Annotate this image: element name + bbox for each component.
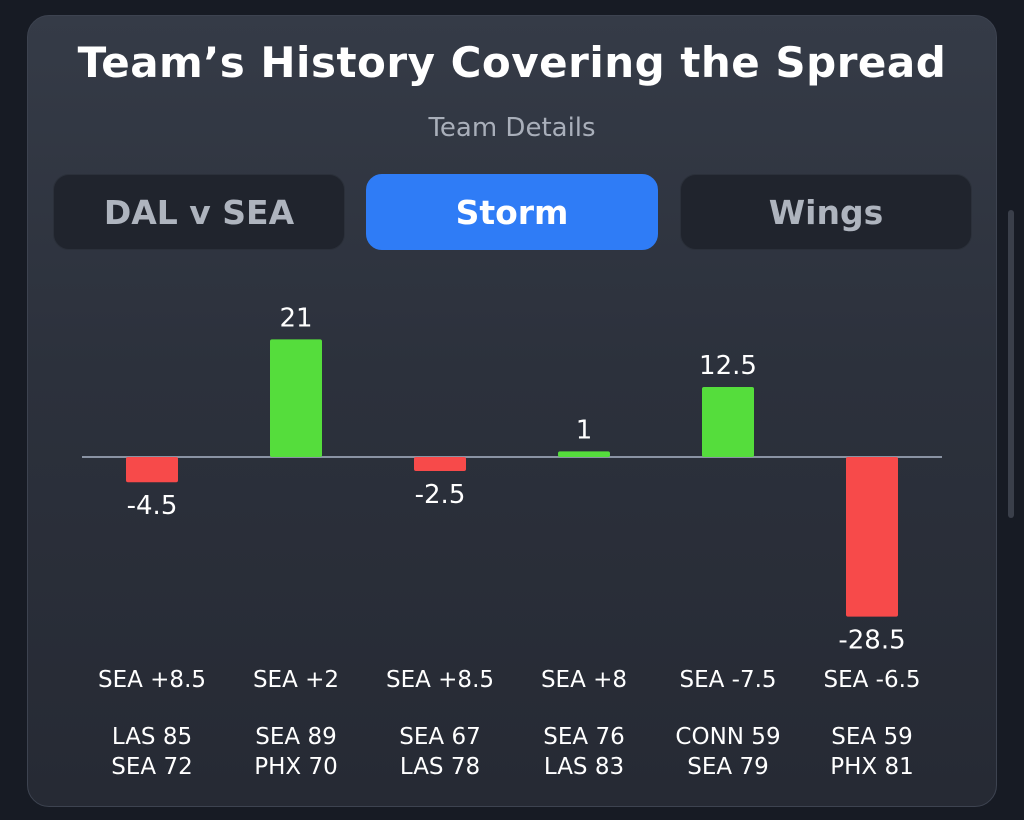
page-subtitle: Team Details [428,113,596,143]
score-line-0-0: LAS 85 [112,724,192,750]
value-label-2: -2.5 [415,480,466,510]
page-title: Team’s History Covering the Spread [77,38,947,87]
category-label-1: SEA +2 [253,667,339,693]
bar-5 [846,457,898,617]
score-line-0-1: SEA 72 [111,754,192,780]
score-line-3-1: LAS 83 [544,754,624,780]
category-label-2: SEA +8.5 [386,667,494,693]
score-line-4-1: SEA 79 [687,754,768,780]
bar-3 [558,451,610,457]
tab-wings[interactable]: Wings [680,174,972,250]
score-line-2-1: LAS 78 [400,754,480,780]
score-line-1-1: PHX 70 [254,754,338,780]
bar-2 [414,457,466,471]
score-line-5-1: PHX 81 [830,754,914,780]
scrollbar[interactable] [1008,210,1014,518]
category-label-4: SEA -7.5 [679,667,776,693]
score-line-1-0: SEA 89 [255,724,336,750]
category-label-5: SEA -6.5 [823,667,920,693]
score-line-5-0: SEA 59 [831,724,912,750]
bar-0 [126,457,178,483]
value-label-4: 12.5 [699,351,757,381]
bar-1 [270,339,322,457]
bar-4 [702,387,754,457]
chart-card [27,15,997,807]
value-label-3: 1 [576,415,593,445]
score-line-3-0: SEA 76 [543,724,624,750]
value-label-5: -28.5 [838,626,905,656]
score-line-4-0: CONN 59 [675,724,780,750]
tab-storm[interactable]: Storm [366,174,658,250]
value-label-0: -4.5 [127,491,178,521]
category-label-0: SEA +8.5 [98,667,206,693]
score-line-2-0: SEA 67 [399,724,480,750]
tab-dal-v-sea[interactable]: DAL v SEA [53,174,345,250]
category-label-3: SEA +8 [541,667,627,693]
value-label-1: 21 [279,303,312,333]
